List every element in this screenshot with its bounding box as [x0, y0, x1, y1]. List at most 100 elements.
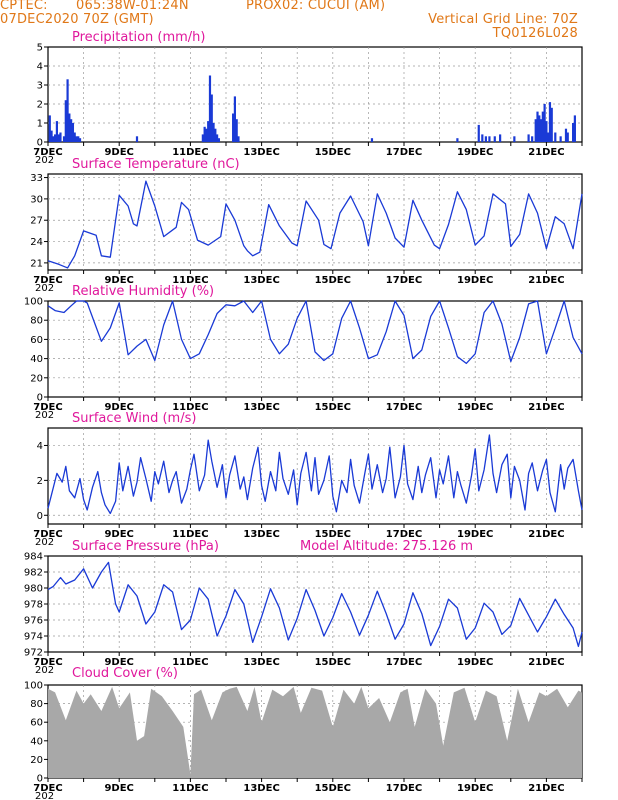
rh-xtick-label: 9DEC	[104, 402, 133, 413]
precip-bar	[217, 138, 220, 142]
press-xtick-label: 15DEC	[315, 657, 351, 668]
precip-bar	[493, 136, 496, 142]
rh-title: Relative Humidity (%)	[72, 284, 214, 299]
precip-bar	[75, 136, 78, 142]
precip-year-stub: 202	[35, 155, 54, 166]
precip-bar	[550, 107, 553, 142]
precip-bar	[559, 136, 562, 142]
header-grid-note: Vertical Grid Line: 70Z	[428, 12, 578, 27]
press-ytick-label: 974	[24, 632, 43, 643]
press-xtick-label: 7DEC	[33, 657, 62, 668]
precip-ytick-label: 2	[37, 100, 43, 111]
press-xtick-label: 11DEC	[172, 657, 208, 668]
precip-bar	[545, 121, 548, 142]
precip-bar	[78, 138, 82, 142]
header-code: TQ0126L028	[492, 26, 578, 41]
header-datetime: 07DEC2020 70Z (GMT)	[0, 12, 154, 27]
temp-frame	[47, 173, 583, 271]
precip-bar	[214, 128, 217, 142]
header-coords: 065:38W-01:24N	[76, 0, 189, 13]
precip-xtick-label: 15DEC	[315, 147, 351, 158]
wind-year-stub: 202	[35, 537, 54, 548]
precip-bar	[481, 134, 484, 142]
precip-bar	[71, 123, 75, 142]
precip-bar	[208, 75, 212, 142]
precip-bar	[531, 136, 534, 142]
model-altitude: Model Altitude: 275.126 m	[300, 539, 473, 554]
precip-bar	[566, 132, 569, 142]
precip-bar	[548, 102, 552, 142]
wind-line	[47, 434, 583, 515]
wind-xtick-label: 17DEC	[386, 529, 422, 540]
precip-bar	[547, 132, 550, 142]
wind-frame	[47, 427, 583, 525]
precip-bar	[64, 100, 67, 142]
rh-xtick-label: 17DEC	[386, 402, 422, 413]
precip-bar	[235, 119, 238, 142]
temp-xtick-label: 13DEC	[243, 275, 279, 286]
precip-bar	[573, 115, 576, 142]
temp-ytick-label: 21	[30, 258, 43, 269]
temp-xtick-label: 19DEC	[457, 275, 493, 286]
rh-xtick-label: 21DEC	[528, 402, 564, 413]
cloud-xtick-label: 7DEC	[33, 783, 62, 794]
precip-bar	[73, 132, 76, 142]
precip-title: Precipitation (mm/h)	[72, 30, 205, 45]
precip-bar	[527, 134, 530, 142]
precip-bar	[536, 111, 539, 142]
rh-ytick-label: 0	[37, 393, 43, 404]
press-xtick-label: 13DEC	[243, 657, 279, 668]
precip-bar	[57, 134, 60, 142]
precip-bar	[216, 134, 219, 142]
precip-bar	[48, 115, 51, 142]
precip-bar	[203, 126, 206, 142]
precip-bar	[572, 123, 575, 142]
cloud-xtick-label: 9DEC	[104, 783, 133, 794]
precip-bar	[538, 115, 541, 142]
temp-year-stub: 202	[35, 283, 54, 294]
precip-frame	[47, 46, 583, 143]
cloud-xtick-label: 19DEC	[457, 783, 493, 794]
precip-bar	[70, 119, 73, 142]
press-ytick-label: 972	[24, 648, 43, 659]
press-ytick-label: 982	[24, 568, 43, 579]
precip-bar	[477, 124, 480, 142]
precip-bar	[50, 130, 53, 142]
rh-ytick-label: 40	[30, 354, 43, 365]
cloud-ytick-label: 80	[30, 699, 43, 710]
precip-bar	[554, 132, 557, 142]
header-station: PROX02: CUCUI (AM)	[246, 0, 386, 13]
precip-bar	[232, 113, 235, 142]
press-xtick-label: 9DEC	[104, 657, 133, 668]
press-xtick-label: 21DEC	[528, 657, 564, 668]
cloud-ytick-label: 60	[30, 718, 43, 729]
precip-bar	[59, 132, 62, 142]
precip-bar	[534, 119, 537, 142]
precip-bar	[237, 136, 240, 142]
precip-bar	[207, 121, 210, 142]
press-ytick-label: 978	[24, 600, 43, 611]
cloud-ytick-label: 100	[24, 681, 43, 692]
rh-frame	[47, 300, 583, 398]
wind-xtick-label: 15DEC	[315, 529, 351, 540]
wind-title: Surface Wind (m/s)	[72, 411, 196, 426]
precip-bar	[68, 113, 71, 142]
wind-xtick-label: 11DEC	[172, 529, 208, 540]
cloud-ytick-label: 0	[37, 774, 43, 785]
precip-bar	[564, 128, 568, 142]
precip-bar	[484, 136, 487, 142]
precip-bar	[210, 94, 213, 142]
wind-xtick-label: 13DEC	[243, 529, 279, 540]
precip-bar	[513, 136, 516, 142]
rh-xtick-label: 15DEC	[315, 402, 351, 413]
precip-bar	[370, 138, 374, 142]
wind-xtick-label: 9DEC	[104, 529, 133, 540]
press-xtick-label: 19DEC	[457, 657, 493, 668]
press-ytick-label: 976	[24, 616, 43, 627]
precip-bar	[55, 121, 58, 142]
press-title: Surface Pressure (hPa)	[72, 539, 219, 554]
precip-bar	[541, 111, 544, 142]
wind-ytick-label: 4	[37, 441, 43, 452]
precip-bar	[52, 136, 55, 142]
